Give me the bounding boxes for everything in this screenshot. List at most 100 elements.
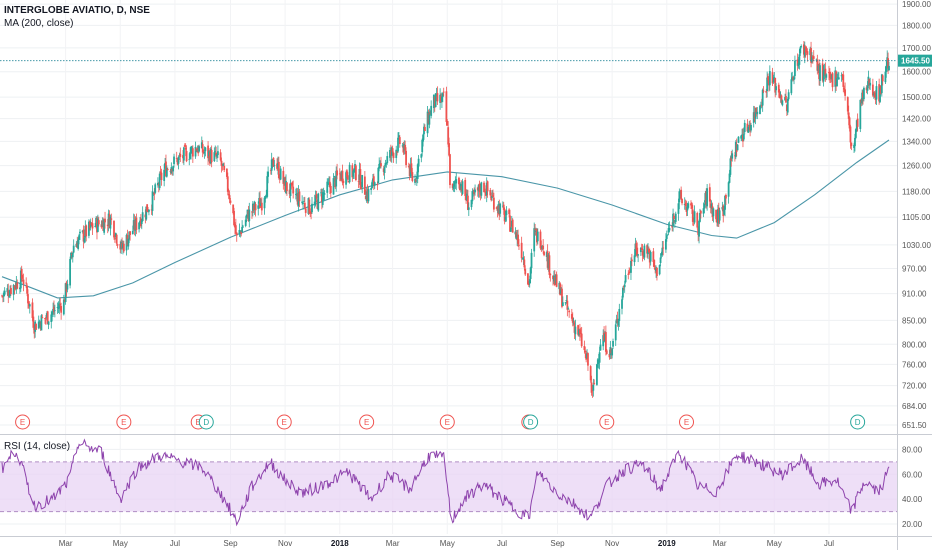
candle [154, 182, 157, 195]
candle [467, 202, 470, 217]
event-marker-label: D [855, 418, 861, 427]
candle [486, 180, 489, 198]
earnings-marker[interactable]: E [15, 414, 31, 430]
candle [315, 190, 318, 203]
earnings-marker[interactable]: E [276, 414, 292, 430]
candle [10, 284, 12, 296]
ma-200-series [1, 139, 890, 299]
event-marker-label: D [203, 418, 209, 427]
candle [511, 218, 514, 233]
candle [415, 178, 417, 183]
candle [850, 142, 853, 151]
candle [590, 375, 593, 396]
dividend-marker[interactable]: D [850, 414, 866, 430]
candle [480, 181, 483, 199]
candle [662, 240, 665, 256]
price-tick-label: 1260.00 [902, 162, 931, 171]
candle [348, 162, 351, 184]
candle [127, 238, 130, 250]
candle [819, 62, 821, 86]
candle [428, 108, 431, 129]
candle [20, 265, 23, 282]
candle [759, 104, 761, 115]
candle [447, 121, 450, 148]
candle [656, 267, 658, 281]
candle [373, 181, 376, 189]
event-marker-label: E [121, 418, 126, 427]
candle [116, 243, 119, 249]
event-marker-label: E [20, 418, 25, 427]
event-marker-label: E [196, 418, 201, 427]
candle [385, 162, 388, 168]
last-price-line: 1645.50 [0, 54, 932, 67]
candle [238, 223, 241, 237]
rsi-band [0, 461, 897, 513]
candle [251, 210, 253, 219]
candle [533, 222, 536, 257]
price-tick-label: 1800.00 [902, 21, 931, 30]
candle [386, 151, 389, 165]
candle [785, 89, 787, 104]
time-tick-label: Mar [713, 539, 727, 548]
candle [448, 137, 450, 157]
time-tick-label: Nov [605, 539, 619, 548]
candle [492, 192, 495, 213]
time-tick-label: Sep [223, 539, 238, 548]
candle [28, 303, 31, 314]
candle [518, 239, 520, 250]
candle [693, 205, 696, 225]
price-tick-label: 1340.00 [902, 137, 931, 146]
candle [524, 265, 527, 276]
candle [267, 166, 269, 184]
candle [816, 54, 819, 75]
dividend-marker[interactable]: D [523, 414, 539, 430]
candle [786, 97, 789, 115]
candle [703, 200, 706, 214]
candle [411, 167, 414, 183]
candle [35, 323, 37, 330]
earnings-marker[interactable]: E [359, 414, 375, 430]
candle [561, 296, 564, 307]
candle [122, 240, 125, 253]
candle [129, 231, 132, 241]
candle [53, 300, 55, 315]
earnings-marker[interactable]: E [679, 414, 695, 430]
candle [7, 283, 10, 304]
candle [223, 162, 226, 173]
candle [405, 147, 407, 168]
candle [658, 264, 661, 276]
candle [499, 202, 502, 217]
candle [291, 181, 294, 188]
candle [66, 279, 69, 293]
event-marker-label: E [282, 418, 287, 427]
candle [166, 167, 169, 171]
price-tick-label: 684.00 [902, 402, 927, 411]
earnings-marker[interactable]: E [439, 414, 455, 430]
candle [591, 390, 594, 398]
candle [699, 209, 702, 219]
candle [113, 220, 115, 240]
candle [461, 178, 464, 196]
time-tick-label: May [113, 539, 128, 548]
candle [691, 204, 694, 226]
rsi-line [1, 438, 890, 527]
candle [58, 298, 61, 315]
candle [363, 171, 366, 196]
price-tick-label: 1105.00 [902, 213, 931, 222]
candle [303, 197, 305, 203]
candle [273, 159, 276, 171]
candle [737, 136, 740, 144]
candle [628, 267, 631, 275]
dividend-marker[interactable]: D [198, 414, 214, 430]
candle [536, 228, 539, 245]
price-tick-label: 1700.00 [902, 44, 931, 53]
candle [210, 145, 213, 168]
candle [257, 201, 260, 216]
event-markers[interactable]: EEEDEEEEDEED [15, 414, 866, 430]
earnings-marker[interactable]: E [116, 414, 132, 430]
event-marker-label: E [445, 418, 450, 427]
candle [41, 314, 44, 319]
earnings-marker[interactable]: E [599, 414, 615, 430]
candle [800, 44, 803, 49]
